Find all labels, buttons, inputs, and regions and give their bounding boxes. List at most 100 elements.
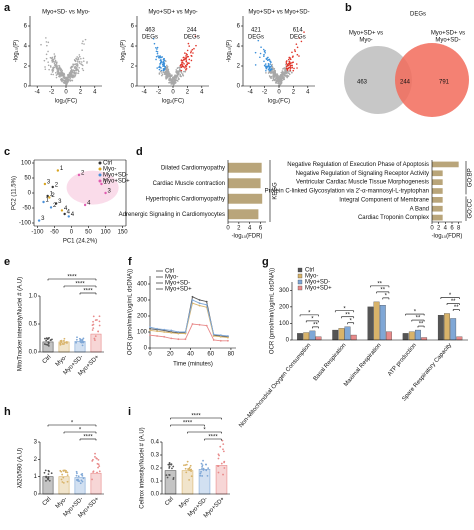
gene-point [281,70,284,73]
gene-point [184,57,186,60]
gene-point [194,35,197,38]
gene-point [270,68,273,70]
replicate-dot [184,467,187,470]
replicate-dot [48,336,50,339]
gene-point [282,78,285,81]
replicate-dot [185,471,188,474]
gene-point [67,79,69,82]
legend-label: Myo- [103,167,116,173]
gene-point [180,59,183,62]
replicate-dot [172,478,175,481]
replicate-dot [77,475,80,478]
gene-point [55,71,57,74]
gene-point [81,49,83,51]
replicate-dot [61,473,64,476]
gene-point [54,59,57,62]
gene-point [163,71,165,74]
x-tick-label: -2 [262,90,268,96]
gene-point [81,42,83,45]
y-tick-label: 50 [24,176,31,182]
gene-point [177,77,179,79]
point [219,334,222,337]
significance: ** [345,312,350,318]
plot-title: Myo+SD+ vs Myo- [148,10,197,16]
gene-point [285,75,287,78]
panel-letter: d [136,146,143,158]
panel-letter: h [4,406,11,418]
gene-point [172,82,174,84]
gene-point [170,82,173,84]
group-label: GO:CC [468,198,474,218]
replicate-dot [75,470,78,473]
gene-point [82,40,84,42]
gene-point [265,58,268,61]
gene-point [173,81,176,84]
gene-point [271,65,274,68]
gene-point [55,76,58,79]
replicate-dot [172,465,175,468]
deg-count: 614 [293,28,304,34]
y-tick-label: 6 [237,24,241,30]
gene-point [175,79,177,82]
replicate-dot [46,338,49,341]
panel-letter: i [128,406,131,418]
gene-point [190,50,192,52]
gene-point [185,53,188,55]
gene-point [184,70,186,73]
replicate-dot [77,479,80,482]
replicate-dot [202,469,205,471]
gene-point [276,77,278,80]
significance: **** [83,435,93,441]
y-tick-label: -100 [19,221,32,227]
gene-point [164,70,167,73]
gene-point [75,57,77,60]
category-label: Cardiac Muscle contraction [153,181,225,187]
point [177,338,180,341]
replicate-dot [96,319,98,321]
gene-point [285,62,288,65]
legend-label: Myo+SD- [165,281,190,287]
replicate-dot [98,320,101,323]
gene-point [53,66,56,69]
gene-point [74,63,76,66]
gene-point [171,79,173,82]
replicate-dot [46,344,49,346]
replicate-dot [47,478,49,481]
gene-point [51,71,54,73]
replicate-dot [199,472,202,475]
category-label: Adrenergic Signaling in Cardiomyocytes [119,212,225,218]
significance: * [449,293,452,299]
gene-point [269,69,271,72]
gene-point [263,64,266,67]
x-tick-label: Ctrl [42,354,53,365]
category-label: Dilated Cardiomyopathy [161,165,225,171]
bar [58,476,70,495]
gene-point [264,51,266,54]
replicate-dot [61,481,64,483]
replicate-dot [98,324,101,327]
bar [432,170,443,177]
venn-left [344,46,412,114]
significance: **** [75,282,85,288]
gene-point [56,68,59,71]
gene-point [169,75,172,78]
replicate-dot [95,457,98,460]
point-label: 2 [55,183,59,189]
category-label: Ventricular Cardiac Muscle Tissue Morpho… [296,180,429,186]
x-tick-label: Non-Mitochondrial Oxygen Consumption [238,342,312,429]
gene-point [295,43,298,45]
bar [379,305,386,341]
gene-point [291,71,293,74]
gene-point [289,67,292,70]
gene-point [77,72,79,75]
replicate-dot [200,470,202,473]
gene-point [156,46,159,49]
point-label: 4 [67,210,71,216]
gene-point [260,46,262,48]
replicate-dot [98,465,101,467]
panel-letter: f [128,256,132,268]
gene-point [74,66,76,69]
gene-point [69,80,72,82]
panel-letter: e [4,256,10,268]
replicate-dot [201,465,204,468]
